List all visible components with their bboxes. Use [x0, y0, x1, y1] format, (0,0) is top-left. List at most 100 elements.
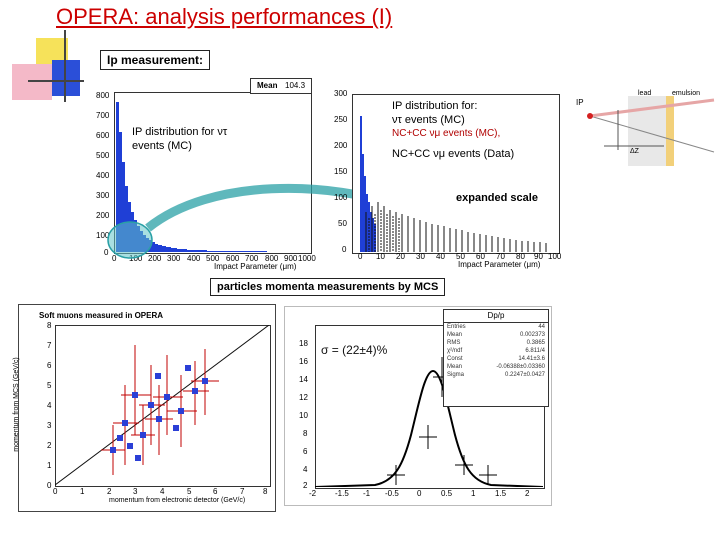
stat-row: Sigma 0.2247±0.0427 — [444, 371, 548, 379]
stat-key: Entries — [447, 324, 466, 330]
ip-diagram-svg — [587, 96, 715, 166]
scatter-y-tick: 4 — [47, 401, 52, 410]
right-x-tick: 30 — [416, 252, 425, 261]
left-ip-histogram: Mean 104.3 800 700 600 500 400 300 200 1… — [86, 74, 326, 271]
scatter-y-label: momentum from MCS (GeV/c) — [12, 357, 20, 452]
left-x-tick: 200 — [148, 254, 162, 263]
left-y-tick: 100 — [96, 231, 110, 240]
stat-row: Mean -0.06388±0.03360 — [444, 363, 548, 371]
right-x-tick: 70 — [496, 252, 505, 261]
stat-key: Mean — [447, 364, 463, 370]
left-y-tick: 200 — [96, 211, 110, 220]
res-x-tick: -0.5 — [385, 489, 399, 498]
left-x-tick: 500 — [206, 254, 220, 263]
stat-value: 6.811/4 — [525, 348, 545, 354]
stat-row: Entries 44 — [444, 323, 548, 331]
ip-geometry-diagram: IP lead emulsion ΔZ — [568, 90, 716, 172]
stat-key: Const — [447, 356, 463, 362]
stat-row: RMS 0.3865 — [444, 339, 548, 347]
right-hist-x-label: Impact Parameter (μm) — [458, 260, 541, 269]
right-x-tick: 20 — [396, 252, 405, 261]
left-hist-mean-label: Mean — [257, 81, 278, 90]
res-y-tick: 4 — [303, 465, 308, 474]
res-x-tick: -1.5 — [335, 489, 349, 498]
left-y-tick: 0 — [104, 248, 109, 257]
scatter-y-tick: 3 — [47, 421, 52, 430]
scatter-x-label: momentum from electronic detector (GeV/c… — [109, 497, 246, 504]
res-y-tick: 14 — [299, 375, 308, 384]
right-y-tick: 50 — [338, 219, 347, 228]
res-x-tick: -1 — [363, 489, 371, 498]
diagram-lead-label: lead — [638, 90, 652, 97]
stat-value: -0.06388±0.03360 — [496, 364, 545, 370]
statbox-title: Dp/p — [444, 310, 548, 323]
scatter-markers — [55, 325, 269, 485]
right-y-tick: 250 — [334, 115, 348, 124]
diagram-emulsion-label: emulsion — [672, 90, 701, 97]
right-hist-legend-line1: ντ events (MC) — [392, 114, 465, 126]
stat-value: 0.2247±0.0427 — [505, 372, 545, 378]
res-y-tick: 12 — [299, 393, 308, 402]
scatter-y-tick: 6 — [47, 361, 52, 370]
stat-row: Const 14.41±3.6 — [444, 355, 548, 363]
stat-key: χ²/ndf — [447, 348, 463, 354]
stat-value: 0.3865 — [526, 340, 545, 346]
left-hist-annotation-line2: events (MC) — [132, 140, 192, 152]
scatter-x-tick: 7 — [240, 487, 245, 496]
right-y-tick: 300 — [334, 89, 348, 98]
scatter-y-tick: 8 — [47, 321, 52, 330]
stat-value: 14.41±3.6 — [518, 356, 545, 362]
res-x-tick: 2 — [525, 489, 530, 498]
scatter-x-tick: 2 — [107, 487, 112, 496]
resolution-gaussian — [315, 357, 543, 487]
right-x-tick: 50 — [456, 252, 465, 261]
scatter-y-tick: 1 — [47, 461, 52, 470]
scatter-y-tick: 2 — [47, 441, 52, 450]
res-y-tick: 10 — [299, 411, 308, 420]
sigma-label: σ = (22±4)% — [321, 343, 388, 357]
left-x-tick: 700 — [245, 254, 259, 263]
res-x-tick: 1.5 — [495, 489, 507, 498]
scatter-x-tick: 4 — [160, 487, 165, 496]
left-x-tick: 900 — [284, 254, 298, 263]
right-hist-series — [360, 116, 547, 252]
decor-vertical-line — [64, 30, 66, 102]
scatter-y-tick: 0 — [47, 481, 52, 490]
resolution-frame — [315, 325, 545, 489]
scatter-x-tick: 6 — [213, 487, 218, 496]
decor-pink-square — [12, 64, 52, 100]
scatter-x-tick: 5 — [187, 487, 192, 496]
left-y-tick: 400 — [96, 171, 110, 180]
res-y-tick: 2 — [303, 481, 308, 490]
right-y-tick: 150 — [334, 167, 348, 176]
right-hist-legend-title: IP distribution for: — [392, 100, 478, 112]
res-x-tick: 0.5 — [441, 489, 453, 498]
res-y-tick: 6 — [303, 447, 308, 456]
res-y-tick: 18 — [299, 339, 308, 348]
stat-key: Sigma — [447, 372, 465, 378]
res-x-tick: 0 — [417, 489, 422, 498]
res-x-tick: 1 — [471, 489, 476, 498]
diagram-ip-label: IP — [576, 98, 584, 107]
right-x-tick: 60 — [476, 252, 485, 261]
right-y-tick: 100 — [334, 193, 348, 202]
left-y-tick: 500 — [96, 151, 110, 160]
right-y-tick: 0 — [342, 245, 347, 254]
left-y-tick: 700 — [96, 111, 110, 120]
left-y-tick: 600 — [96, 131, 110, 140]
scatter-x-tick: 8 — [263, 487, 268, 496]
right-hist-legend-line2: NC+CC νμ events (MC), — [392, 128, 501, 139]
left-x-tick: 0 — [112, 254, 117, 263]
res-y-tick: 8 — [303, 429, 308, 438]
slide-title: OPERA: analysis performances (I) — [56, 4, 393, 29]
expanded-scale-label: expanded scale — [454, 192, 540, 204]
ip-measurement-banner: Ip measurement: — [100, 50, 211, 70]
right-ip-histogram: 300 250 200 150 100 50 0 0 10 20 30 40 5… — [330, 86, 566, 270]
stat-key: RMS — [447, 340, 461, 346]
scatter-y-tick: 5 — [47, 381, 52, 390]
left-y-tick: 800 — [96, 91, 110, 100]
scatter-x-tick: 1 — [80, 487, 85, 496]
left-x-tick: 800 — [265, 254, 279, 263]
scatter-x-tick: 3 — [133, 487, 138, 496]
scatter-title: Soft muons measured in OPERA — [39, 311, 164, 320]
